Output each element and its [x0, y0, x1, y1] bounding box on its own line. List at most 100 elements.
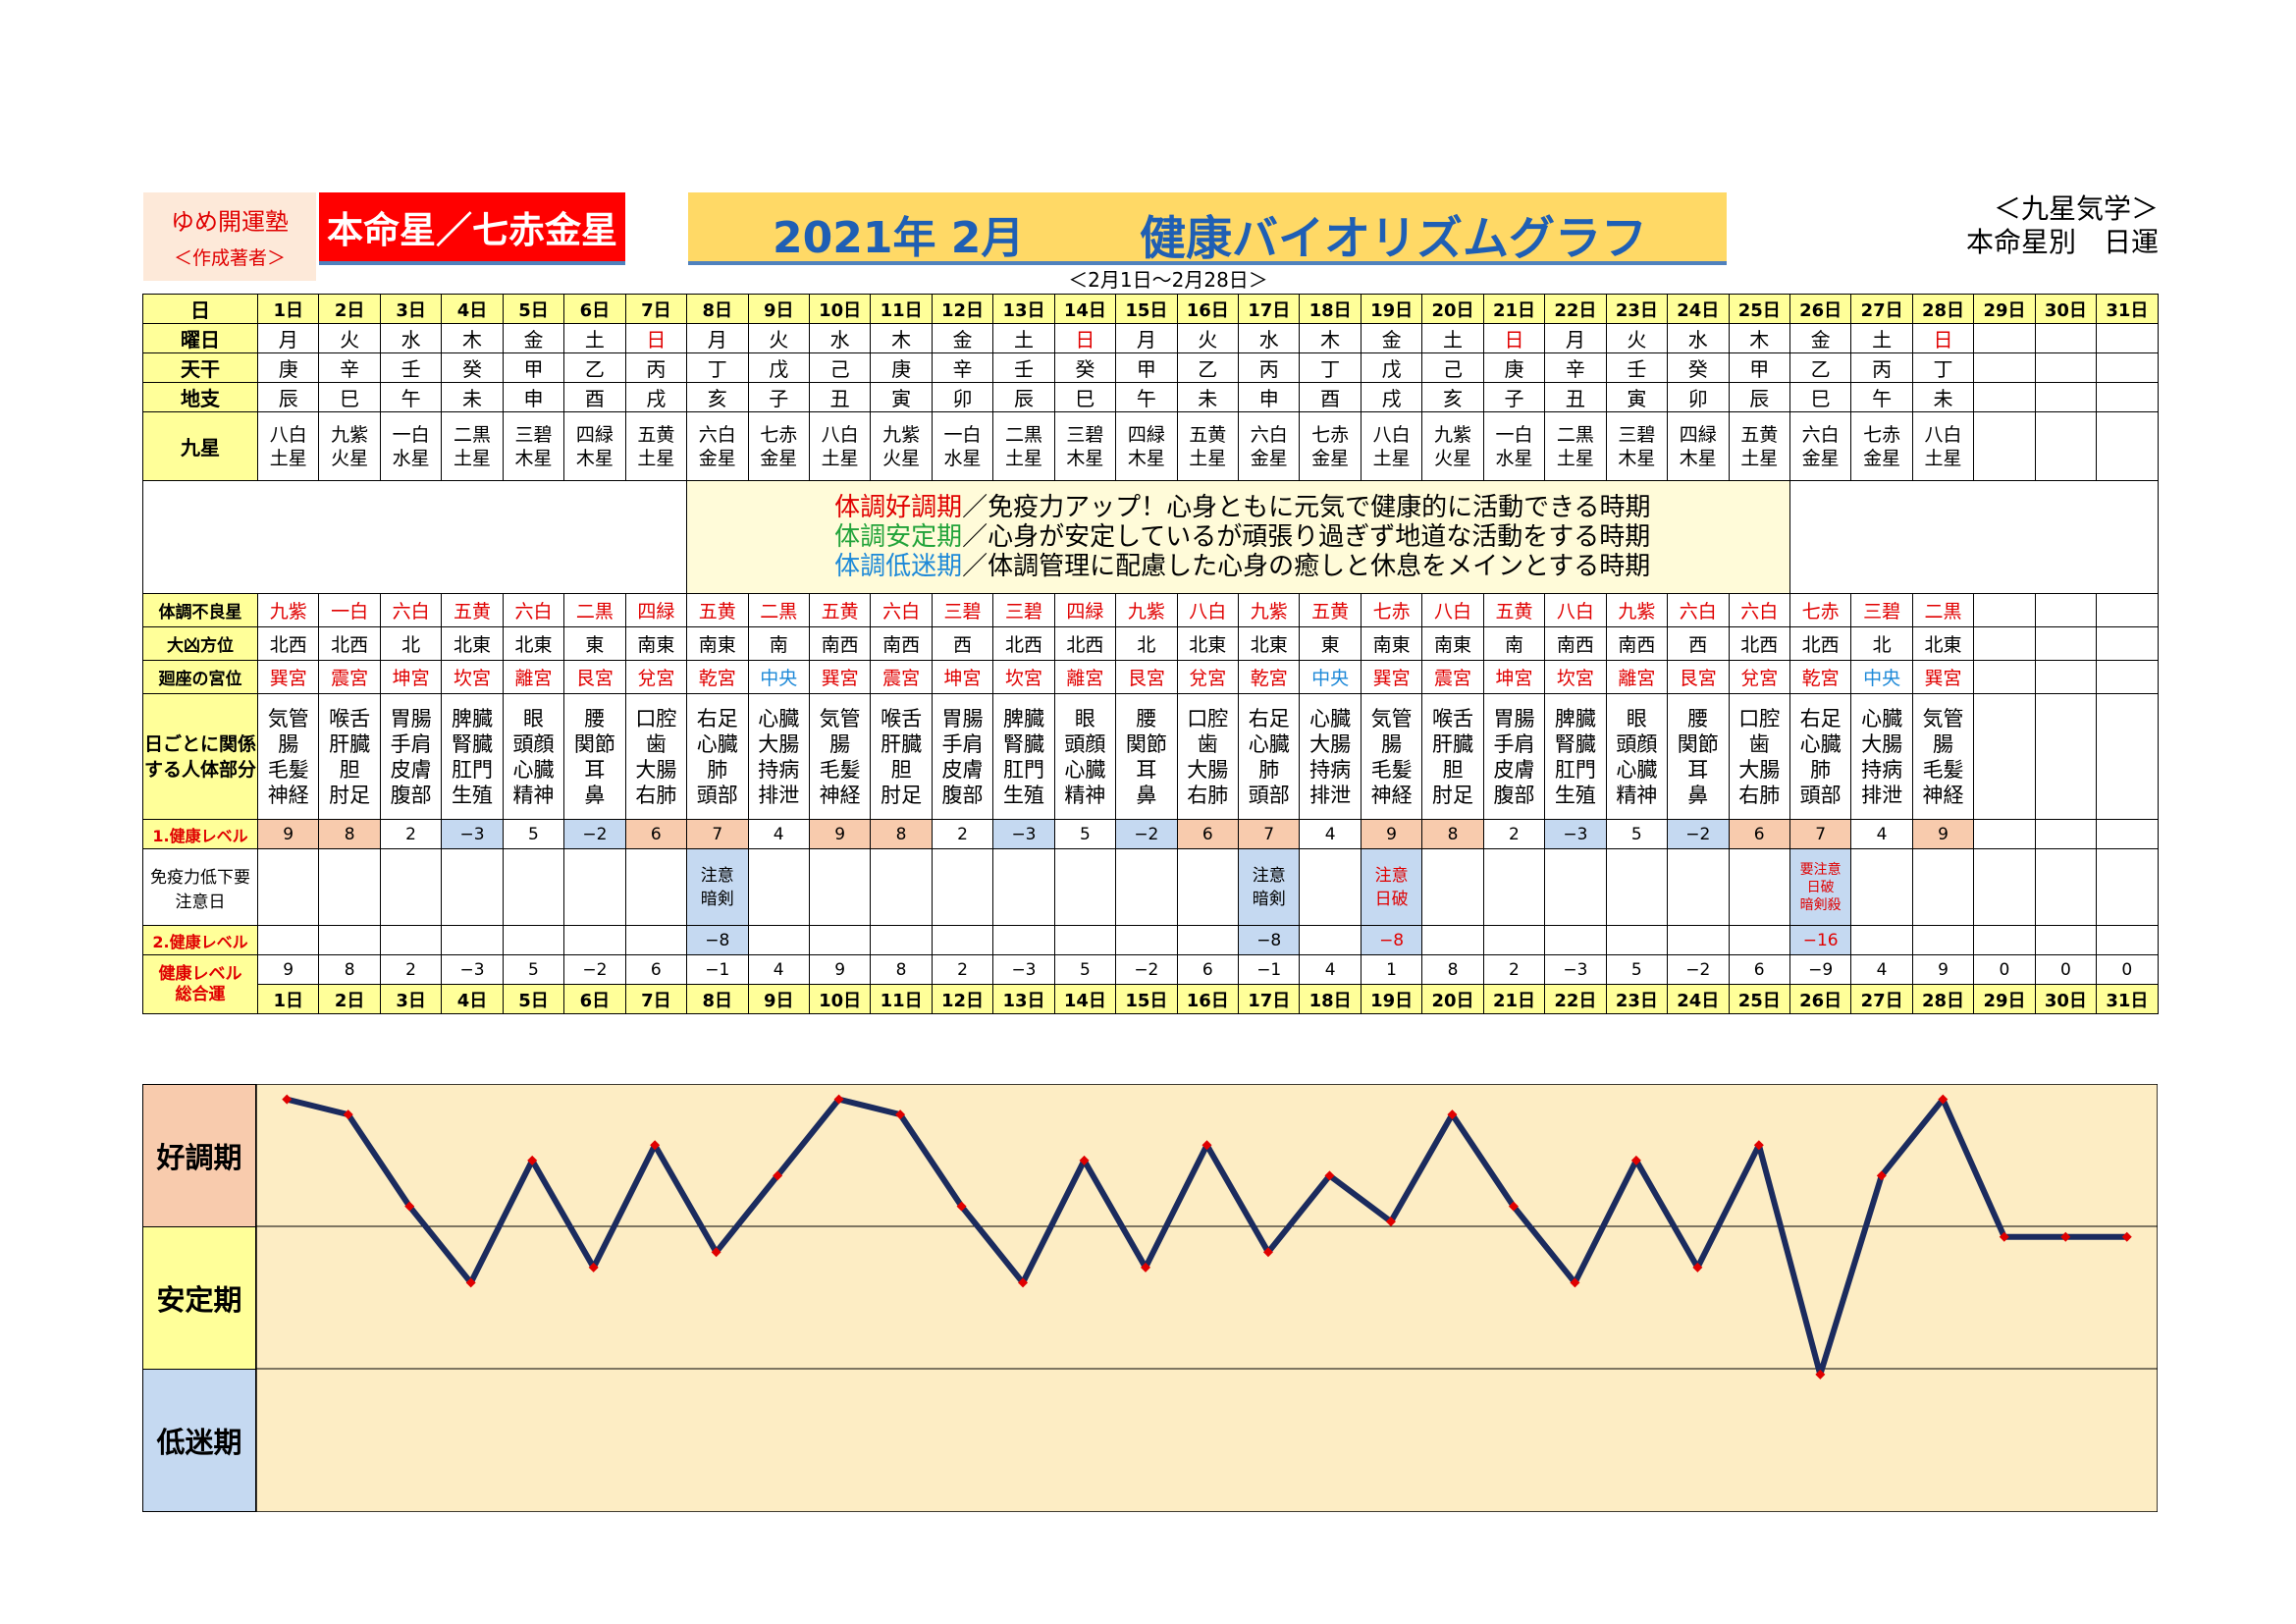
kyusei-top: 六白 [1801, 423, 1840, 446]
weekdays-cell: 日 [1482, 323, 1546, 353]
body-part: 毛髪 [819, 757, 861, 782]
kyusei-top: 七赤 [1311, 423, 1350, 446]
daikyo-cell: 北西 [318, 626, 381, 661]
days-cell: 21日 [1482, 294, 1546, 324]
body-cell [2034, 693, 2098, 820]
totals-cell: 2 [931, 954, 994, 985]
tenkan-cell: 庚 [1482, 352, 1546, 383]
fuchou-cell: 九紫 [1237, 593, 1301, 627]
totals-cell: 5 [1605, 954, 1669, 985]
kaiza-cell: 乾宮 [1789, 660, 1852, 694]
body-part: 心臓 [1861, 706, 1903, 731]
chishi-label: 地支 [142, 382, 258, 412]
kyusei-cell: 九紫 火星 [870, 411, 933, 481]
immune-cell [379, 848, 443, 926]
level2-cell [870, 925, 933, 955]
data-point [1079, 1155, 1090, 1165]
body-part: 心臓 [1248, 731, 1290, 756]
chishi-cell: 巳 [1789, 382, 1852, 412]
weekdays-cell: 日 [624, 323, 688, 353]
level1-cell: 6 [624, 819, 688, 849]
weekday-row: 曜日月火水木金土日月火水木金土日月火水木金土日月火水木金土日 [142, 323, 2159, 353]
totals-cell: 0 [1973, 954, 2036, 985]
totals-cell: 4 [1299, 954, 1362, 985]
weekdays-cell: 火 [318, 323, 381, 353]
chishi-cell: 寅 [1605, 382, 1669, 412]
body-part: 肛門 [1554, 757, 1596, 782]
level1-cell: 7 [1237, 819, 1301, 849]
fuchou-cell: 六白 [502, 593, 565, 627]
kyusei-top: 三碧 [1618, 423, 1656, 446]
body-part: 大腸 [1861, 731, 1903, 756]
kyusei-bottom: 土星 [1740, 447, 1779, 469]
immune-cell [931, 848, 994, 926]
data-point [1692, 1262, 1703, 1272]
daikyo-cell: 南西 [1605, 626, 1669, 661]
body-part: 毛髪 [267, 757, 309, 782]
tenkan-cell: 丁 [1911, 352, 1975, 383]
fuchou-cell: 五黄 [1299, 593, 1362, 627]
daikyo-cell: 南東 [1360, 626, 1423, 661]
body-part: 頭部 [1799, 783, 1842, 807]
days-cell: 19日 [1360, 984, 1423, 1014]
data-point [588, 1262, 599, 1272]
kyusei-bottom: 土星 [454, 447, 492, 469]
days-cell: 19日 [1360, 294, 1423, 324]
immune-cell: 注意 暗剣 [686, 848, 749, 926]
level2-row: 2.健康レベル −8 −8 −8 −16 [142, 925, 2159, 955]
body-cell: 腰関節耳鼻 [1667, 693, 1730, 820]
body-part: 心臓 [696, 731, 738, 756]
weekdays-cell: 水 [1667, 323, 1730, 353]
weekdays-cell: 水 [1237, 323, 1301, 353]
level1-label: 1.健康レベル [142, 819, 258, 849]
kyusei-caption-line2: 本命星別 日運 [1965, 226, 2159, 258]
fuchou-cell: 七赤 [1360, 593, 1423, 627]
body-cell: 口腔歯大腸 右肺 [1176, 693, 1240, 820]
body-part: 心臓 [1064, 757, 1106, 782]
body-cell: 眼頭顔 心臓 精神 [1605, 693, 1669, 820]
immune-cell: 注意 日破 [1360, 848, 1423, 926]
days-cell: 23日 [1605, 984, 1669, 1014]
chishi-cell: 申 [1237, 382, 1301, 412]
totals-cell: −9 [1789, 954, 1852, 985]
level2-cell [1850, 925, 1913, 955]
body-cell: 気管腸毛髪 神経 [256, 693, 320, 820]
body-part: 喉舌 [329, 706, 371, 731]
data-point [1630, 1155, 1641, 1165]
days-cell: 28日 [1911, 984, 1975, 1014]
days-cell: 30日 [2034, 984, 2098, 1014]
level1-cell: 5 [1053, 819, 1117, 849]
kyusei-top: 七赤 [760, 423, 798, 446]
kyusei-cell: 七赤 金星 [747, 411, 810, 481]
body-part: 口腔 [635, 706, 677, 731]
immune-cell [1605, 848, 1669, 926]
chishi-cell: 丑 [808, 382, 872, 412]
level2-cell: −8 [1237, 925, 1301, 955]
days-cell: 27日 [1850, 984, 1913, 1014]
weekdays-cell: 日 [1911, 323, 1975, 353]
body-part: 脾臓 [1002, 706, 1044, 731]
tenkan-cell: 壬 [1605, 352, 1669, 383]
level2-cell [1911, 925, 1975, 955]
kyusei-cell: 五黄 土星 [1728, 411, 1790, 481]
kyusei-bottom: 土星 [1189, 447, 1227, 469]
data-point [1508, 1201, 1519, 1212]
level2-cell [808, 925, 872, 955]
body-part: 皮膚 [1493, 757, 1535, 782]
immune-cell [502, 848, 565, 926]
totals-cell: 6 [1728, 954, 1790, 985]
level2-cell: −8 [1360, 925, 1423, 955]
weekdays-cell: 日 [1053, 323, 1117, 353]
chishi-cell: 酉 [1299, 382, 1362, 412]
kyusei-top: 五黄 [1189, 423, 1227, 446]
kyusei-bottom: 木星 [575, 447, 614, 469]
kyusei-bottom: 火星 [1434, 447, 1472, 469]
days-cell: 18日 [1299, 984, 1362, 1014]
body-part: 眼 [1626, 706, 1647, 731]
body-part: 耳 [584, 757, 606, 782]
days-cell: 16日 [1176, 294, 1240, 324]
body-part: 頭部 [1248, 783, 1290, 807]
kaiza-cell: 兌宮 [1176, 660, 1240, 694]
days-cell: 14日 [1053, 984, 1117, 1014]
tenkan-cell: 癸 [1053, 352, 1117, 383]
